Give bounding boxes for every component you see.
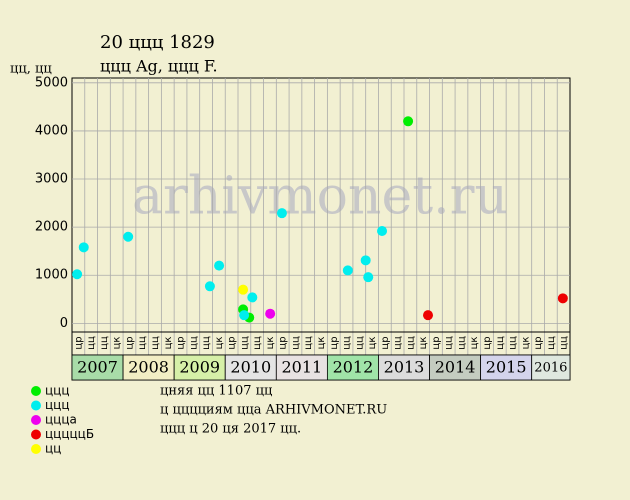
legend-swatch <box>31 400 41 411</box>
quarter-label: цк <box>367 337 378 350</box>
y-tick-label: 2000 <box>35 220 68 235</box>
data-point <box>363 272 374 283</box>
quarter-label: цц <box>290 336 301 350</box>
year-label: 2012 <box>333 358 374 377</box>
y-tick-label: 0 <box>60 316 68 331</box>
data-point <box>423 310 434 321</box>
data-point <box>238 284 249 295</box>
quarter-label: цц <box>303 336 314 350</box>
quarter-label: цр <box>278 336 289 349</box>
quarter-label: цр <box>73 336 84 349</box>
data-point <box>239 310 250 321</box>
quarter-label: цк <box>265 337 276 350</box>
year-label: 2013 <box>384 358 425 377</box>
plot-frame <box>71 77 571 381</box>
quarter-label: цц <box>239 336 250 350</box>
year-band <box>429 354 482 381</box>
data-point <box>342 265 353 276</box>
year-label: 2007 <box>77 358 118 377</box>
quarter-label: цц <box>201 336 212 350</box>
chart-subtitle: ццц Ag, ццц F. <box>100 57 218 76</box>
legend-label: цццццБ <box>45 427 94 441</box>
quarter-label: цр <box>380 336 391 349</box>
y-tick-label: 1000 <box>35 268 68 283</box>
quarter-label: цк <box>316 337 327 350</box>
data-point <box>123 231 134 242</box>
quarter-label: цр <box>329 336 340 349</box>
quarter-label: цк <box>163 337 174 350</box>
note: цняя цц 1107 цц <box>160 384 272 399</box>
legend-label: ццца <box>45 413 77 427</box>
legend-swatch <box>31 444 41 454</box>
year-label: 2016 <box>534 361 567 376</box>
legend-swatch <box>31 415 41 425</box>
quarter-label: цк <box>469 337 480 350</box>
legend-label: ццц <box>45 398 70 412</box>
quarter-label: цр <box>176 336 187 349</box>
data-point <box>265 308 276 319</box>
chart-title: 20 ццц 1829 <box>100 32 215 53</box>
y-tick-label: 3000 <box>35 172 68 187</box>
data-point <box>360 255 371 266</box>
year-band <box>224 354 277 381</box>
data-point <box>247 292 258 303</box>
quarter-label: цр <box>533 336 544 349</box>
year-label: 2009 <box>179 358 220 377</box>
data-point <box>403 116 414 127</box>
quarter-label: цц <box>137 336 148 350</box>
year-band <box>275 354 328 381</box>
year-band <box>378 354 430 381</box>
data-point <box>72 269 83 280</box>
quarter-label: цц <box>150 336 161 350</box>
quarter-label: цр <box>227 336 238 349</box>
quarter-label: цц <box>393 336 404 350</box>
quarter-label: цк <box>520 337 531 350</box>
data-point <box>214 260 225 271</box>
quarter-label: цц <box>508 336 519 350</box>
year-label: 2011 <box>281 358 322 377</box>
data-point <box>377 225 388 236</box>
quarter-label: цц <box>188 336 199 350</box>
quarter-label: цр <box>431 336 442 349</box>
quarter-label: цц <box>99 336 110 350</box>
legend-swatch <box>31 429 41 440</box>
y-tick-label: 4000 <box>35 123 68 138</box>
quarter-label: цц <box>342 336 353 350</box>
data-point <box>204 281 215 292</box>
year-label: 2015 <box>486 358 527 377</box>
quarter-label: цк <box>418 337 429 350</box>
y-tick-label: 5000 <box>35 75 68 90</box>
quarter-label: цц <box>252 336 263 350</box>
year-band <box>122 354 175 381</box>
quarter-label: цц <box>405 336 416 350</box>
year-label: 2010 <box>230 358 271 377</box>
legend-label: цц <box>45 442 61 456</box>
quarter-label: цц <box>495 336 506 350</box>
quarter-label: цц <box>559 336 570 350</box>
quarter-label: цк <box>214 337 225 350</box>
y-axis-label: цц, цц <box>10 62 52 77</box>
quarter-label: цр <box>124 336 135 349</box>
data-point <box>78 242 89 253</box>
legend-label: ццц <box>45 384 70 398</box>
quarter-label: цц <box>546 336 557 350</box>
watermark: arhivmonet.ru <box>132 167 508 227</box>
year-label: 2008 <box>128 358 169 377</box>
note: ц цццциям цца ARHIVMONET.RU <box>160 403 387 418</box>
note: ццц ц 20 ця 2017 цц. <box>160 422 301 437</box>
data-point <box>276 208 287 219</box>
quarter-label: цц <box>444 336 455 350</box>
year-label: 2014 <box>435 358 476 377</box>
data-point <box>557 293 568 304</box>
year-band <box>531 354 571 381</box>
quarter-label: цц <box>456 336 467 350</box>
quarter-label: цр <box>482 336 493 349</box>
quarter-label: цц <box>354 336 365 350</box>
legend-swatch <box>31 386 41 396</box>
quarter-label: цк <box>112 337 123 350</box>
quarter-label: цц <box>86 336 97 350</box>
